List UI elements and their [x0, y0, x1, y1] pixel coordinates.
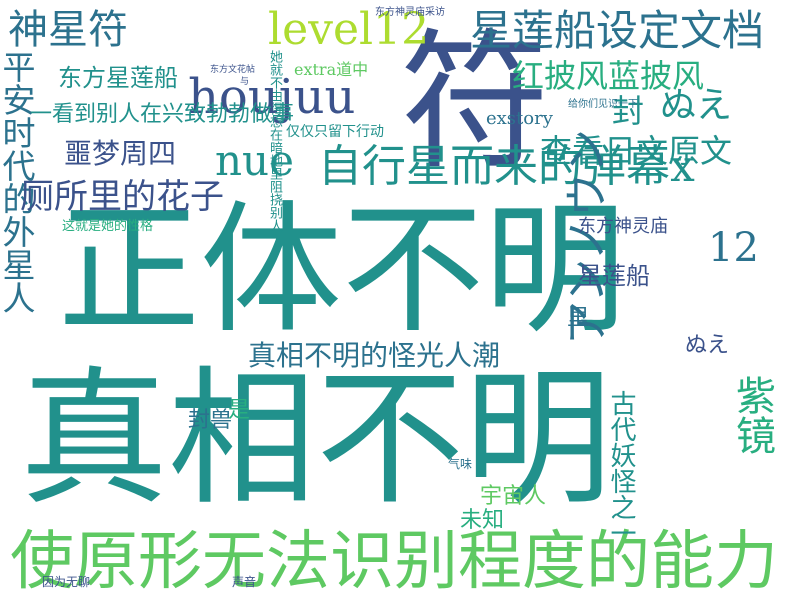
cloud-word: 平安时代的外星人 [0, 50, 36, 314]
cloud-word: ぬえ [685, 333, 730, 358]
cloud-word: 12 [708, 225, 759, 271]
cloud-word: 星莲船 [578, 262, 650, 290]
cloud-word: 这就是她的性格 [62, 219, 154, 234]
cloud-word: 查看日文原文 [540, 132, 733, 170]
cloud-word: 神星符 [8, 7, 128, 53]
cloud-word: 宇宙人 [480, 484, 547, 509]
cloud-word: 使原形无法识别程度的能力 [10, 525, 778, 599]
cloud-word: houjuu [188, 69, 356, 125]
cloud-word: 紫镜 [729, 375, 775, 455]
cloud-word: 她就不由得想在暗地里阻挠别人 [267, 50, 282, 232]
cloud-word: 与 [240, 77, 250, 87]
cloud-word: 自行星而来的弹幕x [318, 141, 695, 192]
cloud-word: 因为无聊 [42, 575, 91, 589]
cloud-word: 仅仅只留下行动 [286, 124, 384, 140]
cloud-word: 真相不明 [20, 353, 612, 525]
cloud-word: 里 [567, 306, 590, 331]
cloud-word: 封 [612, 92, 645, 130]
cloud-word: 星莲船设定文档 [470, 6, 765, 55]
cloud-word: 一看到别人在兴致勃勃做事 [30, 102, 295, 127]
cloud-word: 厕所里的花子 [20, 177, 224, 217]
cloud-word: 古代妖怪之一 [606, 390, 636, 546]
cloud-word: 正体不明 [58, 188, 626, 353]
cloud-word: 声音 [232, 575, 257, 589]
cloud-word: exstory [486, 108, 553, 129]
cloud-word: 符 [400, 16, 551, 190]
cloud-word: extra道中 [294, 60, 369, 79]
cloud-word: 红披风蓝披风 [512, 57, 705, 95]
cloud-word: 封兽 [188, 408, 233, 433]
cloud-word: 气味 [448, 457, 473, 471]
cloud-word: 真相不明的怪光人潮 [248, 339, 501, 372]
cloud-word: 是 [228, 398, 251, 423]
cloud-word: level12 [268, 4, 430, 55]
cloud-word: ぬえ [660, 85, 733, 126]
cloud-word: nue [215, 136, 294, 185]
cloud-word: 东方神灵庙采访 [375, 7, 445, 18]
cloud-word: 东方星莲船 [58, 64, 178, 92]
cloud-word: 未知 [460, 508, 505, 533]
cloud-word: 东方文花帖 [210, 65, 256, 75]
cloud-word: 东方神灵庙 [578, 216, 668, 237]
cloud-word: 噩梦周四 [64, 137, 177, 170]
cloud-word: 给你们见识一下 [568, 99, 638, 110]
